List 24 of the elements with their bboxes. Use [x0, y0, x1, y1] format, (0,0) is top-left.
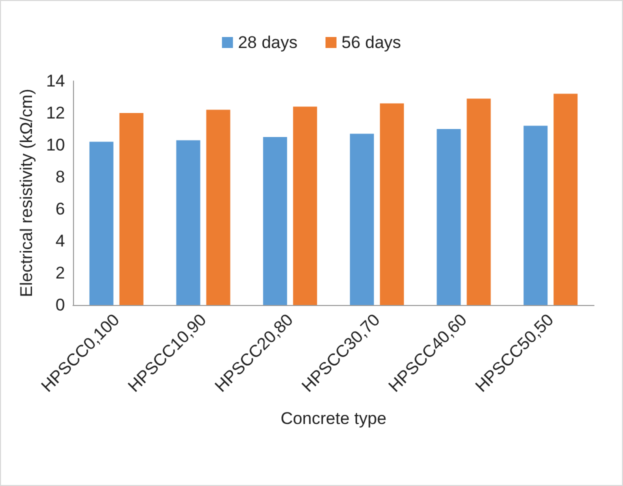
y-tick-label: 14 [46, 72, 65, 90]
x-axis-title: Concrete type [280, 409, 386, 428]
y-tick-label: 6 [56, 200, 65, 218]
y-tick-label: 4 [56, 232, 65, 250]
legend-label: 56 days [342, 33, 402, 52]
bar [293, 106, 318, 305]
bar [119, 113, 144, 305]
y-tick-label: 0 [56, 296, 65, 314]
bar [263, 137, 288, 305]
bar [380, 103, 404, 305]
bar [176, 140, 200, 305]
bar [554, 94, 578, 305]
y-tick-label: 10 [46, 136, 65, 154]
bar [436, 129, 461, 305]
y-axis-title: Electrical resistivity (kΩ/cm) [17, 88, 36, 298]
y-tick-label: 12 [46, 104, 65, 122]
bar [206, 110, 230, 305]
legend-label: 28 days [238, 33, 298, 52]
bar [89, 142, 114, 305]
y-tick-label: 8 [56, 168, 65, 186]
bar [524, 126, 548, 305]
bar [350, 134, 374, 305]
bar [466, 98, 491, 305]
y-tick-label: 2 [56, 264, 65, 282]
